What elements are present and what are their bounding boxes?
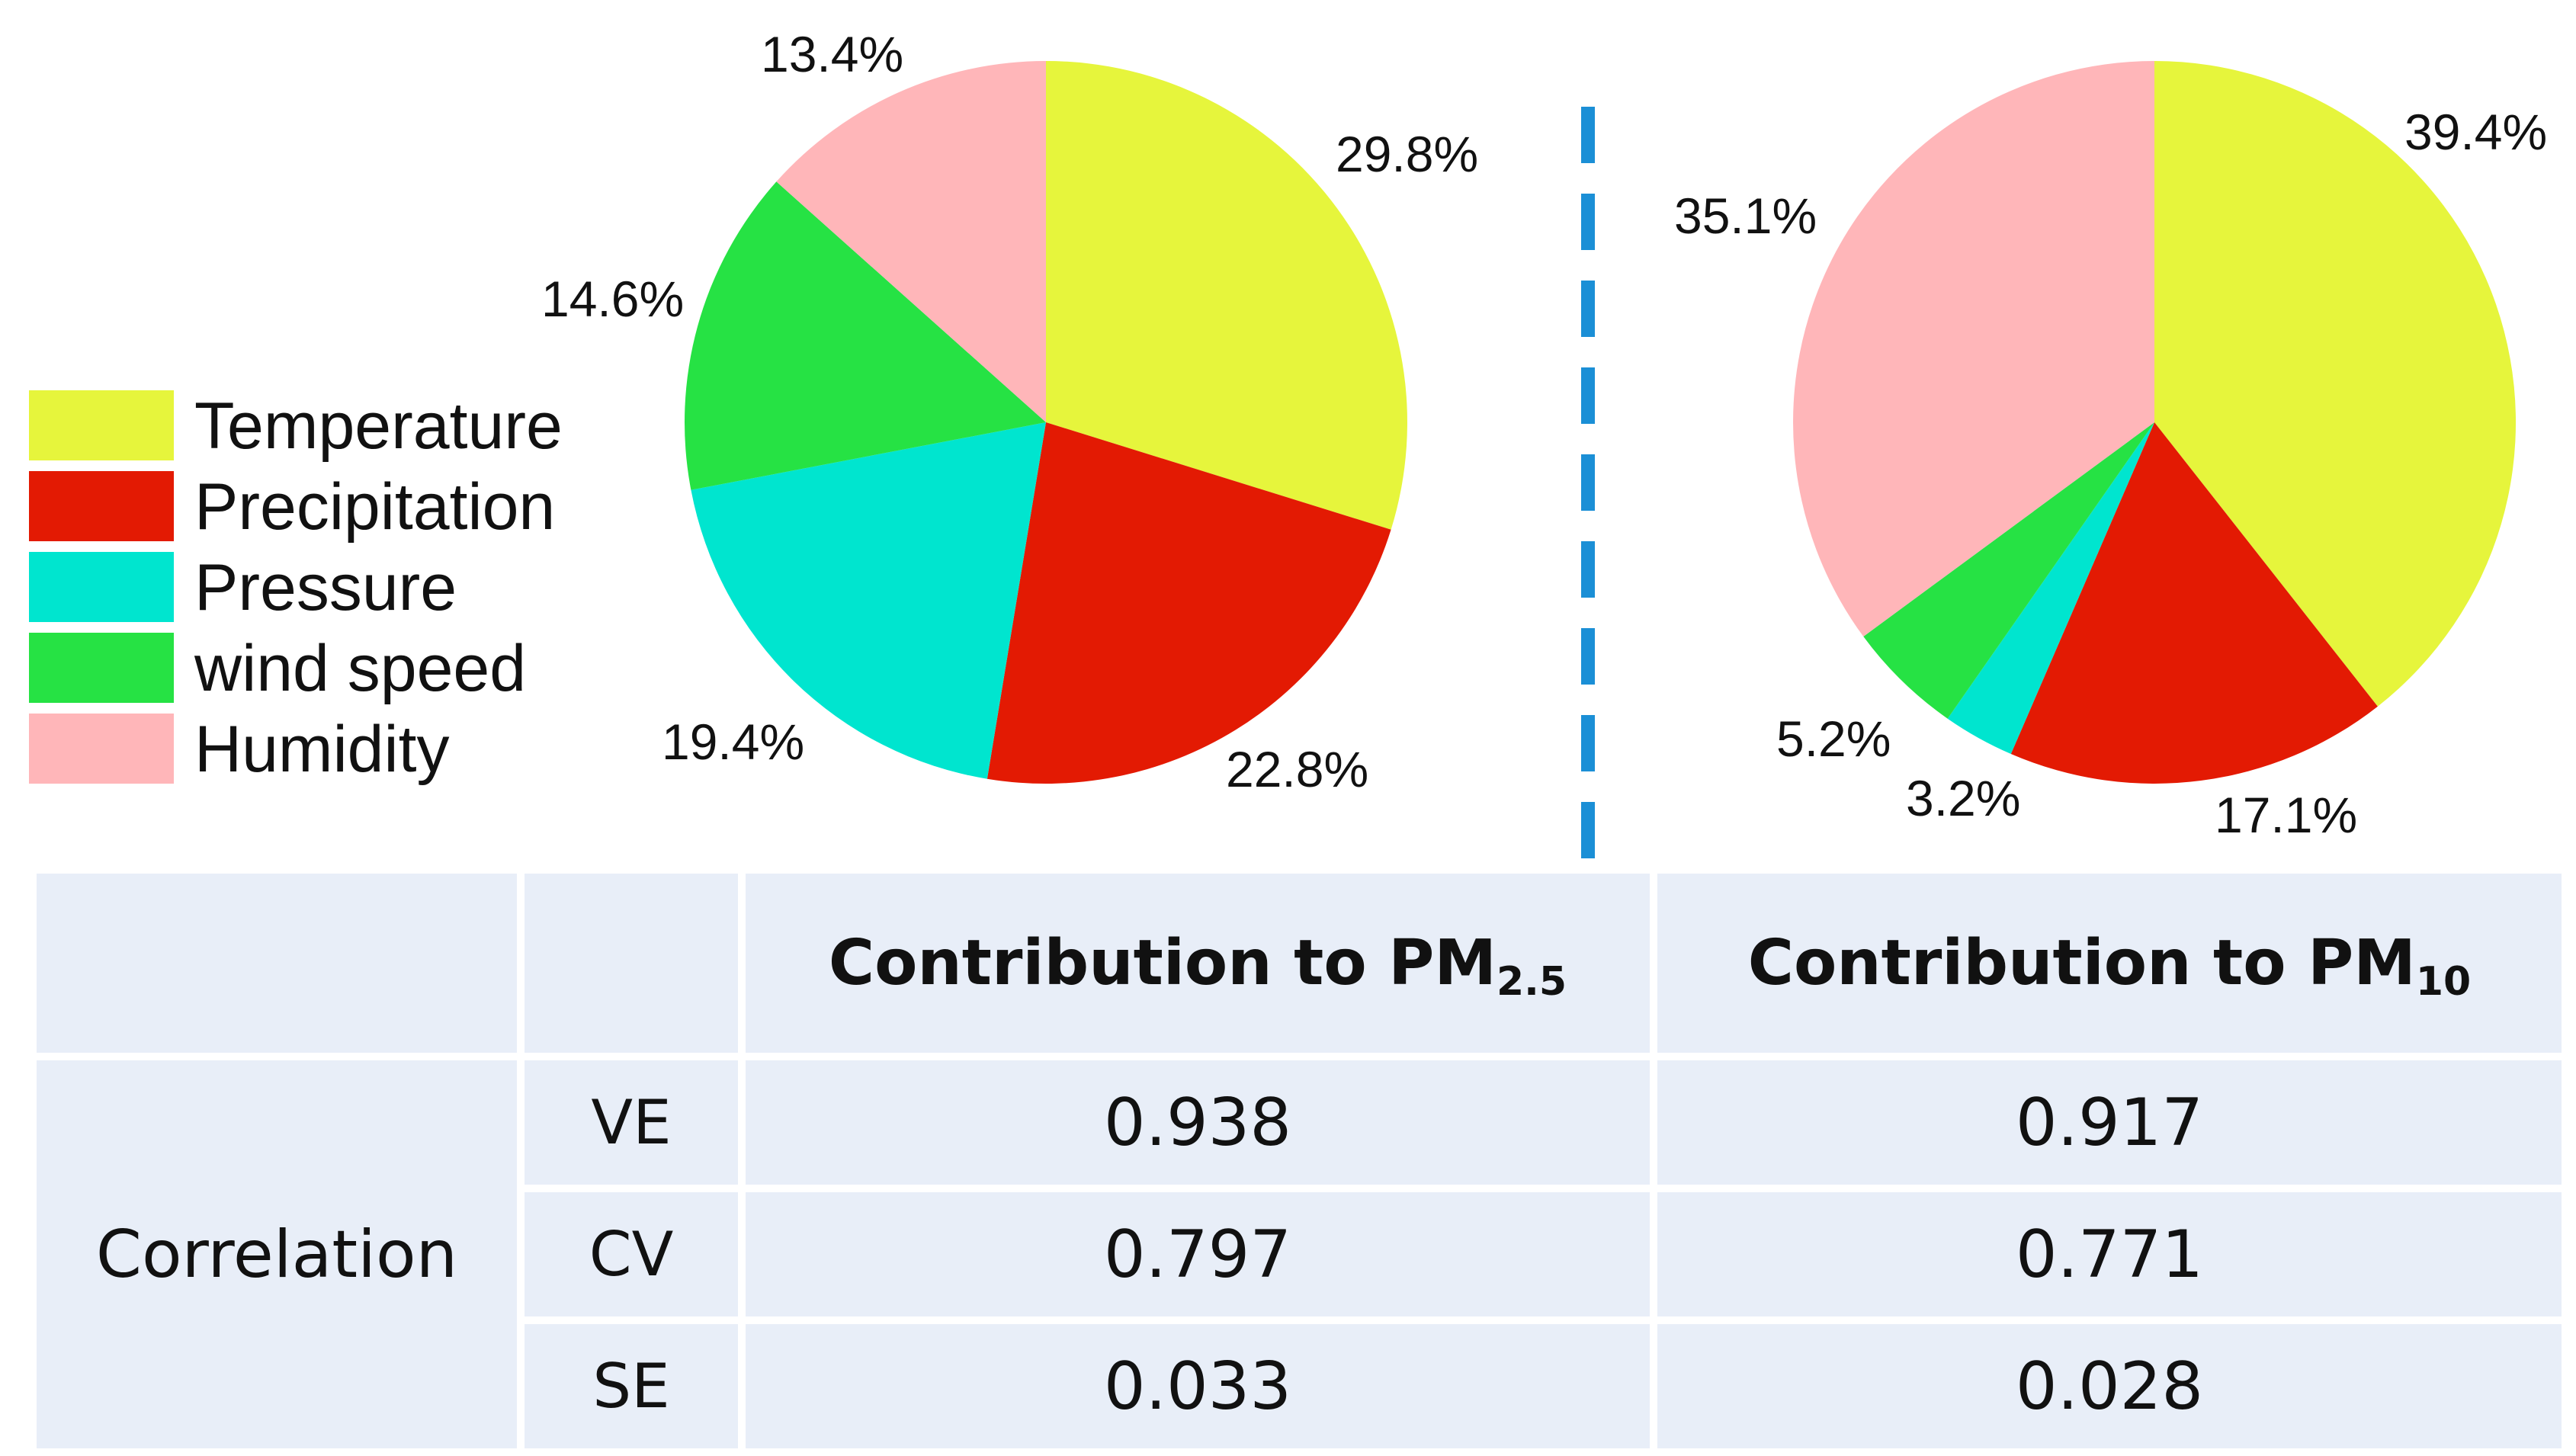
value-pm10: 0.917: [1650, 1053, 2569, 1192]
pie-slice-pm10-humidity: [1793, 61, 2154, 637]
table-corner-cell-2: [517, 866, 746, 1060]
pie-slice-pm10-pressure: [1947, 422, 2154, 754]
slice-label-pm10: 39.4%: [2404, 104, 2547, 160]
value-pm10: 0.028: [1650, 1316, 2569, 1456]
pie-chart-pm10: 39.4% 17.1% 3.2% 5.2% 35.1%: [1674, 61, 2547, 843]
legend-swatch-wind-speed: [29, 633, 174, 703]
legend-label: Temperature: [194, 390, 563, 463]
legend-swatch-humidity: [29, 714, 174, 784]
header-pm10-label: Contribution to PM: [1747, 927, 2416, 999]
table-header-row: Contribution to PM2.5 Contribution to PM…: [29, 866, 2569, 1060]
table-row: SE 0.033 0.028: [33, 1316, 2569, 1456]
pie-slice-pm25-pressure: [691, 422, 1046, 779]
pie-slice-pm10-precipitation: [2010, 422, 2378, 784]
pie-slice-pm25-temperature: [1046, 61, 1407, 530]
pie-slice-pm25-wind-speed: [685, 181, 1046, 490]
metric-label: SE: [517, 1316, 746, 1456]
legend-label: Humidity: [194, 713, 450, 786]
legend-label: Pressure: [194, 551, 457, 624]
slice-label-pm25: 29.8%: [1336, 126, 1478, 182]
value-pm10: 0.771: [1650, 1185, 2569, 1324]
metric-label: CV: [517, 1185, 746, 1324]
slice-label-pm10: 3.2%: [1906, 770, 2020, 826]
header-pm25: Contribution to PM2.5: [738, 866, 1657, 1060]
value-pm25: 0.938: [738, 1053, 1657, 1192]
table-row: CV 0.797 0.771: [33, 1185, 2569, 1324]
header-pm25-subscript: 2.5: [1496, 959, 1567, 1005]
legend-label: wind speed: [194, 632, 526, 705]
pie-slice-pm25-humidity: [776, 61, 1046, 422]
slice-label-pm10: 17.1%: [2215, 787, 2357, 843]
slice-label-pm25: 14.6%: [541, 271, 684, 327]
slice-label-pm10: 5.2%: [1776, 710, 1891, 767]
metric-label: VE: [517, 1053, 746, 1192]
table-corner-cell: [29, 866, 525, 1060]
header-pm10-subscript: 10: [2415, 959, 2472, 1005]
legend-swatch-pressure: [29, 552, 174, 622]
slice-label-pm10: 35.1%: [1674, 188, 1817, 244]
slice-label-pm25: 19.4%: [662, 714, 804, 770]
value-pm25: 0.797: [738, 1185, 1657, 1324]
legend-label: Precipitation: [194, 470, 555, 544]
slice-label-pm25: 22.8%: [1226, 741, 1368, 797]
pie-slice-pm10-temperature: [2154, 61, 2517, 707]
legend-swatch-temperature: [29, 390, 174, 460]
slice-label-pm25: 13.4%: [761, 26, 903, 82]
pie-chart-pm25: 29.8% 22.8% 19.4% 14.6% 13.4%: [541, 26, 1478, 797]
header-pm25-label: Contribution to PM: [828, 927, 1497, 999]
correlation-table: Contribution to PM2.5 Contribution to PM…: [29, 866, 2569, 1456]
row-group-correlation: Correlation: [29, 1053, 525, 1456]
pie-slice-pm10-wind-speed: [1863, 422, 2154, 719]
value-pm25: 0.033: [738, 1316, 1657, 1456]
legend-swatch-precipitation: [29, 471, 174, 541]
table-row: Correlation VE 0.938 0.917: [29, 1053, 2569, 1456]
pie-slice-pm25-precipitation: [986, 422, 1391, 784]
header-pm10: Contribution to PM10: [1650, 866, 2569, 1060]
